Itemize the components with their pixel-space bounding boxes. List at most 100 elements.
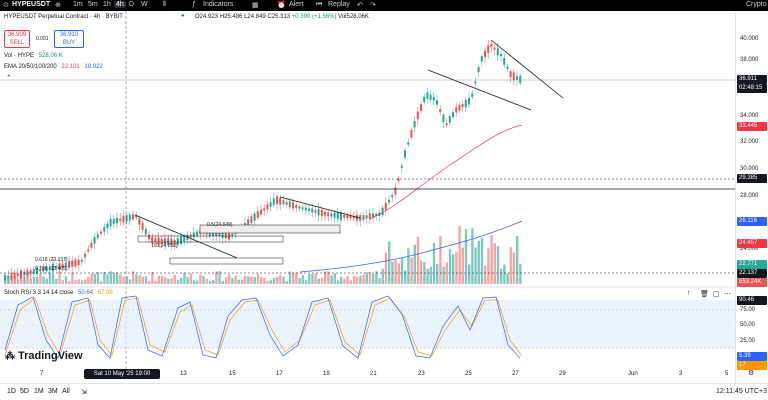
- candle-body: [426, 92, 429, 99]
- range-all[interactable]: All: [62, 388, 70, 395]
- volume-bar: [64, 276, 68, 284]
- volume-bar: [122, 276, 125, 284]
- timeframe-5m[interactable]: 5m: [88, 1, 98, 8]
- candle-body: [10, 272, 13, 280]
- volume-bar: [189, 273, 192, 284]
- volume-bar: [55, 278, 58, 284]
- legend-title[interactable]: HYPEUSDT Perpetual Contract · 4h · BYBIT: [4, 14, 123, 20]
- price-axis[interactable]: [735, 11, 768, 384]
- candle-body: [141, 223, 144, 231]
- undo-icon[interactable]: ↶: [357, 2, 363, 9]
- indicators-icon[interactable]: ƒ: [192, 1, 196, 8]
- chart-type-icon[interactable]: ⫴: [163, 1, 166, 8]
- candle-body: [439, 108, 442, 113]
- ema-red-line: [369, 124, 523, 220]
- candle-body: [397, 178, 400, 181]
- more-icon[interactable]: ⋯: [724, 291, 731, 298]
- time-axis[interactable]: 7 9 13 15 17 19 21 23 25 27 29 Jun 3 5: [0, 368, 735, 381]
- volume-bar: [413, 244, 416, 284]
- candle-body: [93, 237, 96, 244]
- candle-body: [471, 93, 474, 97]
- volume-bar: [116, 272, 119, 284]
- candle-body: [36, 267, 38, 274]
- volume-bar: [461, 247, 464, 284]
- candle-body: [298, 206, 301, 209]
- crypto-label[interactable]: Crypto: [746, 1, 767, 8]
- candle-body: [324, 211, 326, 216]
- volume-bar: [58, 271, 61, 284]
- maximize-icon[interactable]: ▢: [713, 291, 720, 298]
- volume-bar: [301, 275, 304, 284]
- timeframe-4h[interactable]: 4h: [114, 1, 126, 8]
- stoch-tag-k: 5.39: [737, 352, 767, 361]
- volume-bar: [368, 271, 372, 284]
- volume-bar: [192, 280, 196, 284]
- date-range-icon[interactable]: ⇲: [81, 389, 87, 396]
- volume-bar: [496, 246, 500, 284]
- symbol-label[interactable]: HYPEUSDT: [12, 1, 51, 8]
- candle-body: [32, 269, 35, 274]
- candle-body: [80, 259, 83, 262]
- candle-body: [74, 259, 77, 267]
- volume-legend[interactable]: Vol · HYPE 528.06 K: [4, 53, 63, 59]
- ema-value-blue: 18.922: [84, 64, 103, 70]
- candle-body: [295, 205, 298, 208]
- time-tick-jun: Jun: [628, 371, 638, 377]
- volume-bar: [151, 271, 154, 284]
- stoch-legend[interactable]: Stoch RSI 3 3 14 14 close 50.64 57.09: [4, 290, 113, 296]
- range-5d[interactable]: 5D: [20, 388, 29, 395]
- volume-bar: [343, 278, 346, 284]
- volume-bars: [4, 225, 522, 284]
- volume-bar: [247, 276, 250, 284]
- timeframe-w[interactable]: W: [141, 1, 148, 8]
- clock-label[interactable]: 12:11:45 UTC+3: [716, 388, 768, 395]
- redo-icon[interactable]: ↷: [370, 2, 376, 9]
- ema-legend[interactable]: EMA 20/50/100/200 22.101 18.922: [4, 64, 103, 70]
- range-1m[interactable]: 1M: [34, 388, 44, 395]
- volume-bar: [36, 276, 39, 284]
- candle-body: [90, 242, 93, 248]
- add-symbol-icon[interactable]: ⊕: [55, 2, 61, 9]
- volume-bar: [324, 271, 327, 284]
- symbol-search-icon[interactable]: ⊙: [3, 2, 9, 9]
- collapse-legend-icon[interactable]: ⌃: [6, 75, 12, 82]
- volume-bar: [407, 248, 410, 284]
- stoch-tick-25: 25.00: [740, 338, 756, 344]
- sell-button[interactable]: 36.909 SELL: [4, 30, 30, 48]
- time-tick-29: 29: [559, 371, 566, 377]
- volume-bar: [426, 268, 429, 284]
- candle-body: [221, 231, 224, 239]
- layout-icon[interactable]: ▦: [252, 2, 259, 9]
- alert-icon[interactable]: ⏰: [277, 2, 286, 9]
- buy-button[interactable]: 36.910 BUY: [54, 30, 84, 48]
- timeframe-1m[interactable]: 1m: [73, 1, 83, 8]
- alert-button[interactable]: Alert: [289, 1, 304, 8]
- zone-box-3: [199, 224, 341, 234]
- timeframe-1h[interactable]: 1h: [103, 1, 111, 8]
- volume-bar: [308, 274, 311, 284]
- timeframe-d[interactable]: D: [129, 1, 135, 8]
- range-1d[interactable]: 1D: [7, 388, 16, 395]
- candle-body: [128, 214, 131, 221]
- candle-body: [26, 270, 29, 276]
- candle-body: [282, 200, 285, 205]
- price-tick-24: 24.000: [740, 246, 759, 252]
- volume-bar: [487, 248, 490, 284]
- candle-body: [263, 208, 266, 211]
- move-up-icon[interactable]: ↑: [687, 290, 691, 297]
- volume-bar: [224, 277, 228, 284]
- delete-icon[interactable]: 🗑: [700, 291, 709, 298]
- candle-body: [61, 263, 64, 268]
- candle-body: [71, 260, 74, 267]
- scroll-right-icon[interactable]: ⚙: [748, 370, 755, 377]
- range-3m[interactable]: 3M: [48, 388, 58, 395]
- replay-icon[interactable]: ⏮: [316, 1, 323, 8]
- time-tick-17: 17: [276, 371, 283, 377]
- replay-button[interactable]: Replay: [328, 1, 350, 8]
- candle-body: [84, 253, 86, 258]
- volume-bar: [429, 266, 432, 284]
- volume-bar: [474, 247, 477, 284]
- candle-body: [157, 237, 160, 244]
- indicators-button[interactable]: Indicators: [203, 1, 234, 8]
